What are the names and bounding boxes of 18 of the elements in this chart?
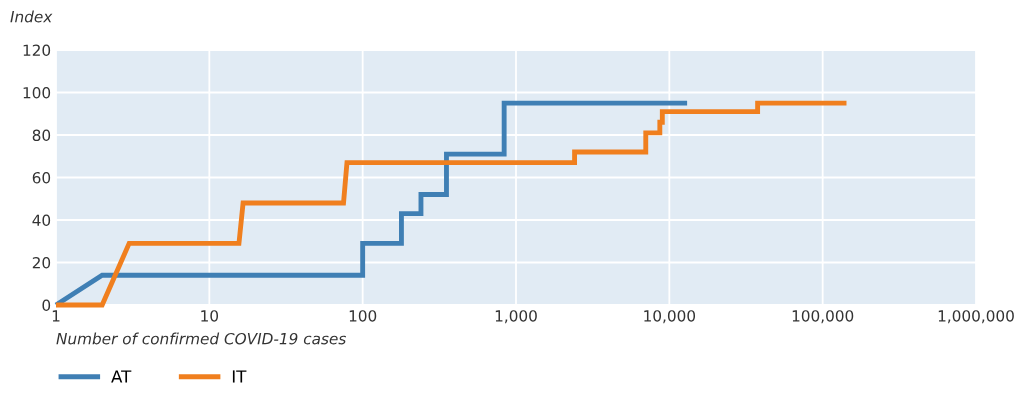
y-tick-label: 20 <box>32 256 51 269</box>
legend-label: IT <box>232 370 247 383</box>
y-tick-label: 0 <box>42 299 51 312</box>
y-axis-title: Index <box>10 10 53 23</box>
x-tick-label: 1,000,000 <box>938 310 1014 324</box>
x-tick-label: 10 <box>201 310 219 322</box>
x-tick-label: 1,000 <box>495 310 537 324</box>
x-tick-label: 100 <box>349 310 377 322</box>
y-tick-label: 40 <box>32 214 51 227</box>
x-tick-label: 10,000 <box>644 310 696 324</box>
y-tick-label: 120 <box>23 44 51 57</box>
x-tick-label: 100,000 <box>792 310 854 324</box>
y-tick-label: 100 <box>23 86 51 99</box>
x-axis-title: Number of confirmed COVID-19 cases <box>56 332 346 345</box>
x-tick-label: 1 <box>52 310 60 322</box>
y-tick-label: 80 <box>32 129 51 142</box>
y-tick-label: 60 <box>32 171 51 184</box>
legend-label: AT <box>111 370 132 383</box>
